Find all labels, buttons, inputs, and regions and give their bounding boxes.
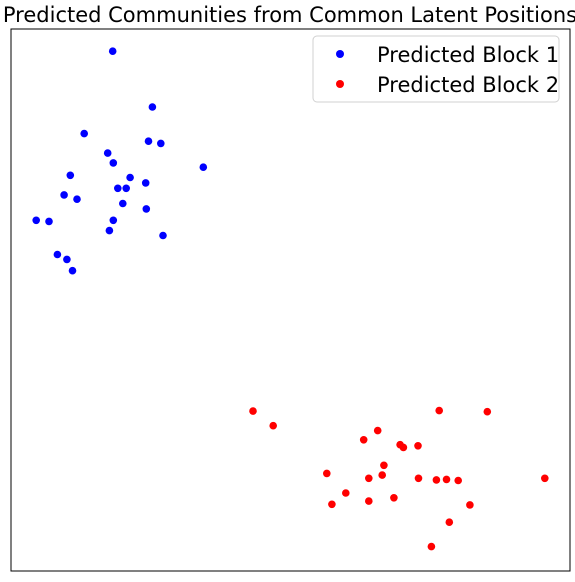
point-block-2-6 (360, 436, 368, 444)
series-block-1 (32, 47, 207, 274)
legend-marker-block-1 (336, 50, 344, 58)
point-block-2-18 (541, 475, 549, 483)
point-block-1-7 (110, 159, 118, 167)
point-block-1-17 (143, 205, 151, 213)
point-block-1-9 (67, 172, 75, 180)
point-block-2-20 (390, 494, 398, 502)
point-block-1-23 (63, 256, 71, 264)
chart-title: Predicted Communities from Common Latent… (3, 3, 575, 27)
point-block-1-21 (106, 227, 114, 235)
legend-label-block-1: Predicted Block 1 (377, 43, 559, 67)
point-block-1-16 (119, 200, 127, 208)
point-block-2-11 (323, 470, 331, 478)
point-block-2-10 (380, 462, 388, 470)
point-block-2-2 (435, 407, 443, 415)
point-block-2-14 (415, 475, 423, 483)
point-block-1-10 (126, 174, 134, 182)
point-block-2-12 (378, 471, 386, 479)
point-block-1-19 (45, 218, 53, 226)
point-block-1-20 (110, 217, 118, 225)
point-block-2-1 (249, 407, 257, 415)
point-block-1-5 (157, 140, 165, 148)
point-block-2-5 (374, 427, 382, 435)
legend: Predicted Block 1 Predicted Block 2 (313, 36, 559, 102)
point-block-2-4 (269, 422, 277, 430)
point-block-2-15 (433, 476, 441, 484)
point-block-1-8 (200, 163, 208, 171)
point-block-1-14 (60, 191, 68, 199)
point-block-1-12 (114, 185, 122, 193)
plot-frame (11, 29, 570, 571)
legend-marker-block-2 (336, 80, 344, 88)
point-block-1-13 (122, 185, 130, 193)
point-block-1-24 (54, 251, 62, 259)
point-block-1-11 (142, 179, 150, 187)
point-block-1-22 (159, 232, 167, 240)
point-block-2-16 (443, 476, 451, 484)
point-block-2-13 (365, 475, 373, 483)
point-block-1-1 (109, 47, 117, 55)
point-block-2-8 (400, 444, 408, 452)
point-block-1-4 (145, 137, 153, 145)
point-block-2-21 (365, 497, 373, 505)
point-block-1-15 (73, 195, 81, 203)
point-block-1-2 (149, 103, 157, 111)
point-block-2-17 (454, 477, 462, 485)
legend-label-block-2: Predicted Block 2 (377, 73, 559, 97)
points-layer (32, 47, 548, 550)
point-block-2-3 (484, 408, 492, 416)
point-block-2-22 (328, 501, 336, 509)
point-block-2-9 (414, 442, 422, 450)
point-block-2-19 (342, 489, 350, 497)
point-block-1-6 (104, 149, 112, 157)
point-block-2-24 (446, 518, 454, 526)
point-block-1-25 (69, 267, 77, 275)
point-block-2-23 (466, 501, 474, 509)
point-block-2-25 (428, 543, 436, 551)
point-block-1-18 (32, 217, 40, 225)
series-block-2 (249, 407, 548, 551)
point-block-1-3 (80, 130, 88, 138)
